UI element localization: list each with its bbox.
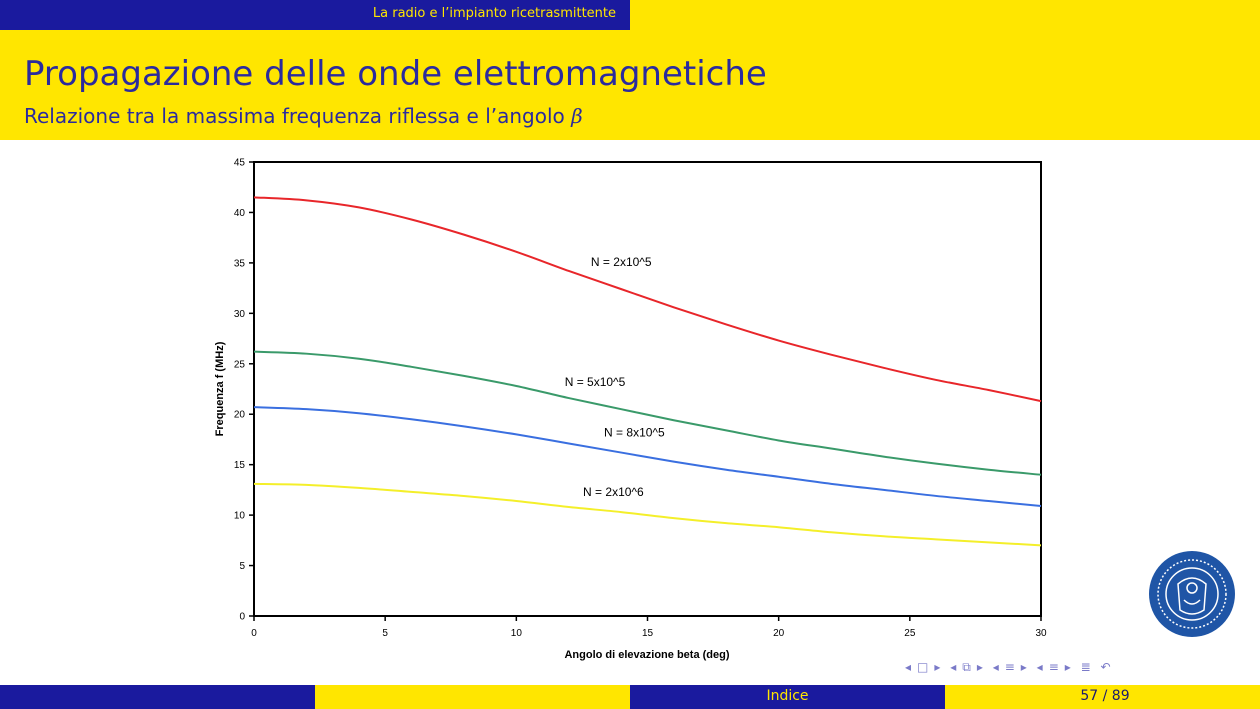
nav-align-icon[interactable]: ≣ [1080, 660, 1091, 674]
nav-next-section-icon[interactable]: ▸ [1020, 660, 1027, 674]
x-tick-label: 0 [251, 628, 257, 639]
footer-title-segment [315, 685, 630, 709]
nav-frame-icon[interactable]: □ [917, 660, 929, 674]
nav-section-icon[interactable]: ≡ [1004, 660, 1015, 674]
x-axis-label: Angolo di elevazione beta (deg) [564, 649, 729, 661]
series-lines [253, 196, 1042, 547]
y-tick-label: 40 [234, 208, 246, 219]
nav-next-part-icon[interactable]: ▸ [1064, 660, 1071, 674]
nav-next-subsection-icon[interactable]: ▸ [976, 660, 983, 674]
y-tick-label: 35 [234, 258, 246, 269]
index-link[interactable]: Indice [766, 688, 809, 704]
footer-author-segment [0, 685, 315, 709]
top-bar-section: La radio e l’impianto ricetrasmittente [0, 0, 630, 30]
plot-area [253, 161, 1042, 617]
subtitle-text: Relazione tra la massima frequenza rifle… [24, 104, 565, 128]
x-tick-label: 30 [1035, 628, 1047, 639]
page-number: 57 / 89 [1080, 688, 1130, 704]
nav-prev-part-icon[interactable]: ◂ [1036, 660, 1043, 674]
x-tick-label: 10 [511, 628, 523, 639]
y-tick-label: 20 [234, 410, 246, 421]
x-axis: 0 5 10 15 20 25 30 [251, 616, 1047, 639]
series-label: N = 8x10^5 [604, 425, 665, 439]
y-tick-label: 10 [234, 511, 246, 522]
y-tick-label: 5 [239, 561, 245, 572]
nav-search-undo-icon[interactable]: ↶ [1100, 660, 1111, 674]
annotations: N = 2x10^5 N = 5x10^5 N = 8x10^5 N = 2x10^6 [565, 255, 665, 499]
series-label: N = 5x10^5 [565, 375, 626, 389]
series-line-2 [253, 406, 1042, 508]
footer-index-segment [630, 685, 945, 709]
nav-prev-frame-icon[interactable]: ◂ [905, 660, 912, 674]
x-tick-label: 20 [773, 628, 785, 639]
nav-next-frame-icon[interactable]: ▸ [934, 660, 941, 674]
nav-subsection-icon[interactable]: ⧉ [962, 660, 971, 674]
beta-symbol: β [571, 104, 583, 128]
series-label: N = 2x10^5 [591, 255, 652, 269]
page-title: Propagazione delle onde elettromagnetich… [24, 54, 767, 94]
x-tick-label: 15 [642, 628, 654, 639]
x-tick-label: 25 [904, 628, 916, 639]
footer-bar: Indice 57 / 89 [0, 685, 1260, 709]
top-bar: La radio e l’impianto ricetrasmittente [0, 0, 1260, 30]
y-tick-label: 45 [234, 158, 246, 169]
nav-prev-section-icon[interactable]: ◂ [992, 660, 999, 674]
beamer-navigation: ◂ □ ▸ ◂ ⧉ ▸ ◂ ≡ ▸ ◂ ≡ ▸ ≣ ↶ [905, 660, 1250, 680]
series-label: N = 2x10^6 [583, 485, 644, 499]
series-line-1 [253, 350, 1042, 476]
y-tick-label: 15 [234, 460, 246, 471]
frame-header: Propagazione delle onde elettromagnetich… [0, 30, 1260, 140]
x-tick-label: 5 [382, 628, 388, 639]
page-subtitle: Relazione tra la massima frequenza rifle… [24, 104, 583, 128]
y-tick-label: 25 [234, 359, 246, 370]
series-line-0 [253, 196, 1042, 403]
y-tick-label: 0 [239, 612, 245, 623]
nav-part-icon[interactable]: ≡ [1048, 660, 1059, 674]
series-line-3 [253, 482, 1042, 547]
frequency-chart: 0 5 10 15 20 25 30 35 40 45 0 5 10 15 20 25 30 N = 2x10… [214, 158, 1047, 662]
y-tick-label: 30 [234, 309, 246, 320]
y-axis-label: Frequenza f (MHz) [214, 341, 226, 436]
nav-prev-subsection-icon[interactable]: ◂ [950, 660, 957, 674]
y-axis: 0 5 10 15 20 25 30 35 40 45 [234, 158, 254, 623]
footer-page-segment [945, 685, 1260, 709]
section-title[interactable]: La radio e l’impianto ricetrasmittente [372, 6, 616, 21]
university-seal-icon [1149, 551, 1235, 637]
